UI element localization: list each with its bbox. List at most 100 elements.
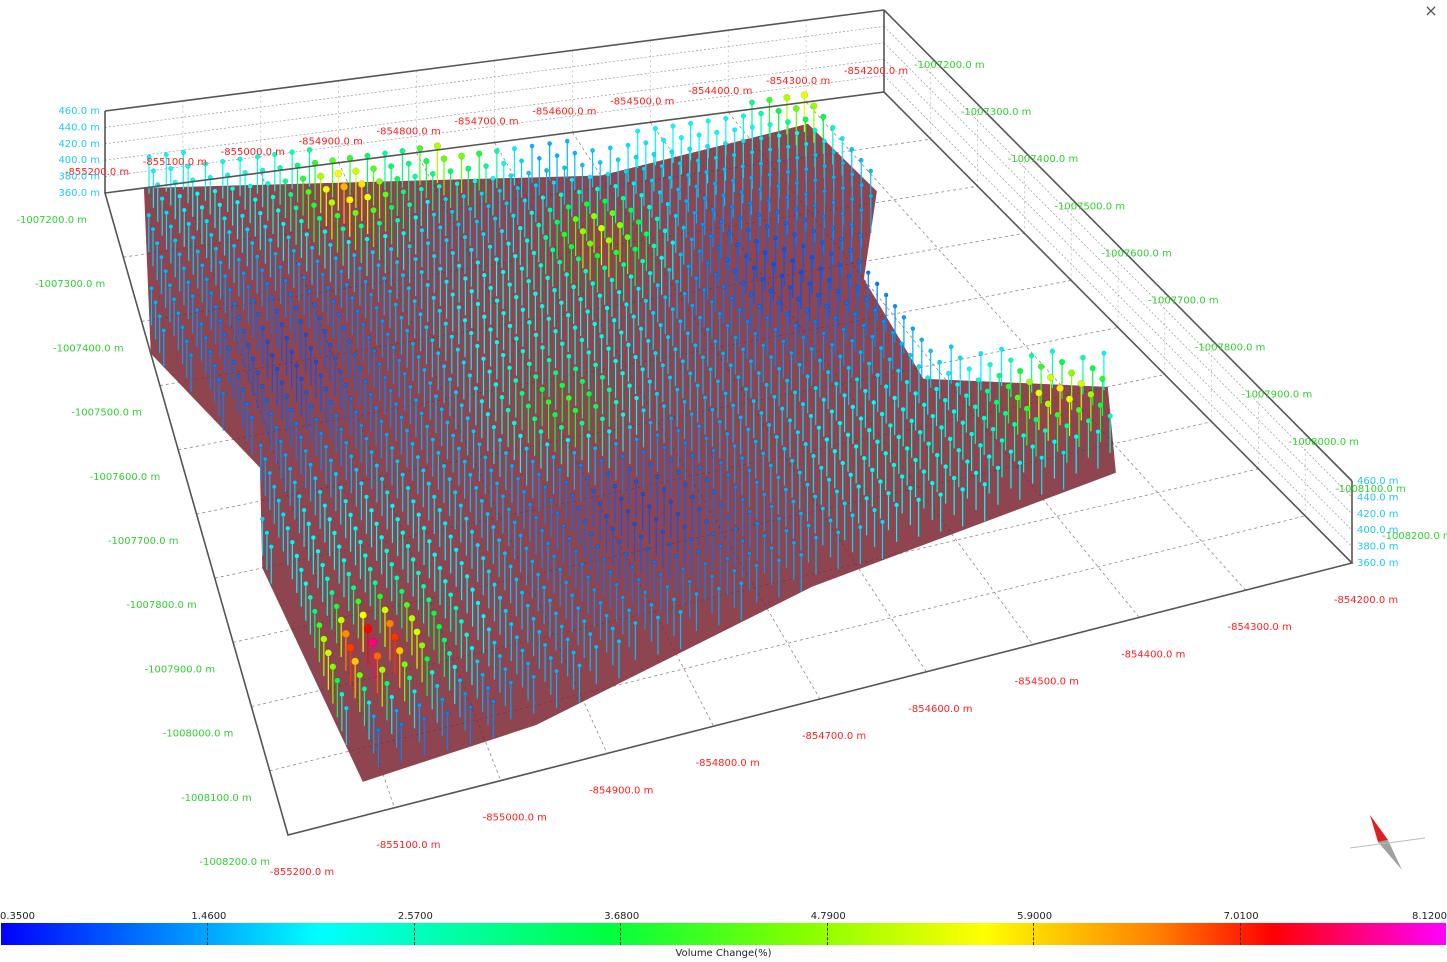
data-point xyxy=(579,378,586,419)
data-point xyxy=(499,228,505,269)
data-point xyxy=(468,472,473,512)
data-point xyxy=(387,289,393,329)
data-point xyxy=(444,279,450,319)
data-point xyxy=(401,660,409,702)
close-button[interactable]: × xyxy=(1424,1,1438,20)
data-point xyxy=(756,370,762,410)
y-tick-label: -1007300.0 m xyxy=(35,279,106,290)
data-point xyxy=(630,564,635,604)
data-point xyxy=(150,226,156,267)
data-point xyxy=(835,289,840,329)
data-point xyxy=(993,399,1000,440)
x-tick-label: -855200.0 m xyxy=(270,867,334,878)
data-point xyxy=(377,362,382,402)
data-point xyxy=(418,311,423,352)
data-point xyxy=(177,193,183,234)
data-point xyxy=(394,708,399,748)
data-point xyxy=(511,146,517,186)
data-point xyxy=(315,258,320,299)
data-point xyxy=(743,254,748,294)
data-point xyxy=(654,216,660,256)
data-point xyxy=(978,351,984,391)
data-point xyxy=(436,183,442,224)
x-tick-label: -854500.0 m xyxy=(610,96,674,107)
data-point xyxy=(700,222,705,262)
data-point xyxy=(592,362,599,402)
data-point xyxy=(379,419,384,459)
data-point xyxy=(370,249,376,290)
data-point xyxy=(661,403,667,444)
data-point xyxy=(1039,455,1045,495)
data-point xyxy=(527,502,533,542)
data-point xyxy=(525,661,531,701)
data-point xyxy=(620,454,625,494)
data-point xyxy=(771,394,777,434)
data-point xyxy=(745,319,750,359)
data-point xyxy=(474,343,480,383)
data-point xyxy=(804,308,809,348)
data-point xyxy=(315,548,321,589)
data-point xyxy=(447,376,453,417)
data-point xyxy=(631,314,637,354)
data-point xyxy=(942,397,948,438)
data-point xyxy=(388,163,395,204)
data-point xyxy=(303,332,308,372)
data-point xyxy=(343,382,348,422)
x-tick-label: -854800.0 m xyxy=(376,127,440,138)
data-point xyxy=(647,504,652,544)
data-point xyxy=(730,178,736,218)
data-point xyxy=(394,217,401,258)
data-point xyxy=(348,396,354,436)
data-point xyxy=(627,424,633,464)
data-point xyxy=(412,173,418,214)
data-point xyxy=(963,393,969,433)
data-point xyxy=(508,680,514,720)
data-point xyxy=(364,436,369,476)
y-tick-label: -1007800.0 m xyxy=(126,600,197,611)
data-point xyxy=(254,254,260,294)
data-point xyxy=(163,268,169,309)
colorbar-tick xyxy=(826,923,828,945)
data-point xyxy=(769,545,774,586)
data-point xyxy=(465,165,472,206)
data-point xyxy=(784,528,789,568)
data-point xyxy=(781,247,787,287)
data-point xyxy=(431,494,437,534)
data-point xyxy=(1033,416,1039,457)
data-point xyxy=(773,327,778,367)
data-point xyxy=(784,311,790,352)
data-point xyxy=(305,188,312,229)
data-point xyxy=(599,458,604,498)
data-point xyxy=(274,366,280,406)
data-point xyxy=(674,554,679,594)
data-point xyxy=(353,467,359,507)
orientation-compass-icon[interactable] xyxy=(1349,815,1426,870)
data-point xyxy=(488,326,494,367)
data-point xyxy=(331,530,338,570)
data-point xyxy=(821,331,826,371)
data-point xyxy=(462,691,468,731)
data-point xyxy=(418,186,424,227)
data-point xyxy=(597,501,603,541)
data-point xyxy=(565,437,571,477)
data-point xyxy=(168,224,174,264)
data-point xyxy=(801,243,806,283)
data-point xyxy=(571,650,576,690)
data-point xyxy=(790,258,795,298)
data-point xyxy=(308,346,313,386)
data-point xyxy=(681,225,687,265)
data-point xyxy=(357,266,363,306)
data-point xyxy=(820,113,827,154)
data-point xyxy=(348,512,354,552)
data-point xyxy=(916,497,922,537)
data-point xyxy=(400,188,407,229)
data-point xyxy=(298,319,303,359)
data-point xyxy=(417,702,422,743)
data-point xyxy=(740,164,746,204)
data-point xyxy=(308,462,313,502)
data-point xyxy=(269,295,275,335)
data-point xyxy=(458,618,465,659)
data-point xyxy=(448,592,454,632)
data-point xyxy=(370,165,377,206)
